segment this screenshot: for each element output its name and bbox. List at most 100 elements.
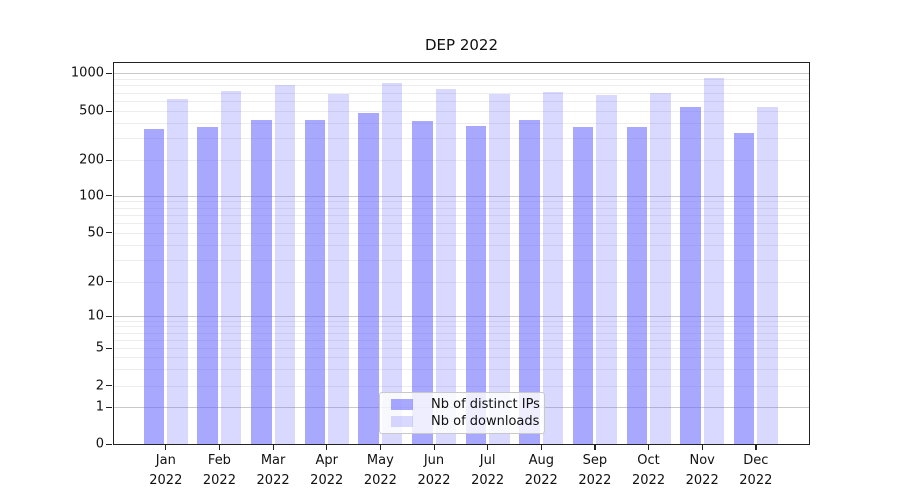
- legend-label-downloads: Nb of downloads: [431, 413, 540, 429]
- y-tick: [106, 232, 112, 234]
- gridline-minor: [114, 79, 809, 81]
- y-tick: [106, 72, 112, 74]
- gridline-major: [114, 316, 809, 317]
- x-tick: [165, 445, 167, 450]
- legend-swatch-downloads: [391, 415, 413, 427]
- bar-downloads: [220, 91, 242, 444]
- x-tick: [594, 445, 596, 450]
- bar-distinct-ips: [358, 112, 379, 444]
- y-tick-label: 0: [95, 436, 104, 452]
- gridline-minor: [114, 85, 809, 87]
- gridline-minor: [114, 122, 809, 124]
- x-tick-label: Jul 2022: [471, 453, 505, 488]
- bar-distinct-ips: [465, 126, 487, 444]
- y-tick: [106, 347, 112, 349]
- bar-downloads: [757, 107, 778, 444]
- plot-area: [113, 62, 810, 445]
- gridline-minor: [114, 222, 809, 224]
- y-tick-label: 1000: [70, 65, 104, 81]
- x-tick-label: May 2022: [363, 453, 397, 488]
- y-tick-label: 50: [87, 225, 104, 241]
- x-tick: [326, 445, 328, 450]
- y-tick: [106, 159, 112, 161]
- x-tick-label: Mar 2022: [256, 453, 290, 488]
- x-tick-label: Dec 2022: [739, 453, 773, 488]
- legend-item-distinct-ips: Nb of distinct IPs: [386, 397, 540, 413]
- gridline-minor: [114, 92, 809, 94]
- legend-item-downloads: Nb of downloads: [386, 413, 540, 429]
- y-tick-label: 20: [87, 274, 104, 290]
- x-tick-label: Aug 2022: [524, 453, 558, 488]
- x-tick: [755, 445, 757, 450]
- x-tick: [272, 445, 274, 450]
- y-tick: [106, 195, 112, 197]
- bar-distinct-ips: [412, 121, 433, 444]
- gridline-minor: [114, 326, 809, 328]
- x-tick: [379, 445, 382, 450]
- gridline-minor: [114, 101, 809, 103]
- y-tick-label: 200: [79, 152, 104, 168]
- gridline-minor: [114, 232, 809, 234]
- gridline-minor: [114, 357, 809, 359]
- y-tick-label: 5: [95, 340, 104, 356]
- y-tick-label: 10: [87, 308, 104, 324]
- x-tick-label: Sep 2022: [578, 453, 612, 488]
- gridline-minor: [114, 111, 809, 112]
- gridline-minor: [114, 385, 809, 387]
- x-tick: [433, 445, 435, 450]
- legend-swatch-distinct-ips: [391, 399, 413, 411]
- gridline-minor: [114, 214, 809, 216]
- gridline-minor: [114, 348, 809, 350]
- bar-distinct-ips: [304, 119, 326, 444]
- gridline-minor: [114, 332, 809, 334]
- x-tick-label: Jan 2022: [149, 453, 183, 488]
- x-tick-label: Nov 2022: [685, 453, 719, 488]
- x-tick: [648, 445, 650, 450]
- bar-downloads: [596, 94, 617, 444]
- bar-distinct-ips: [733, 132, 755, 444]
- bar-distinct-ips: [626, 127, 648, 444]
- gridline-minor: [114, 339, 809, 341]
- bar-distinct-ips: [251, 120, 272, 444]
- gridline-minor: [114, 369, 809, 371]
- gridline-minor: [114, 320, 809, 322]
- bar-downloads: [435, 89, 456, 444]
- y-tick: [106, 406, 112, 408]
- bar-downloads: [703, 77, 725, 444]
- legend: Nb of distinct IPs Nb of downloads: [379, 392, 545, 434]
- y-tick: [106, 385, 112, 387]
- bar-distinct-ips: [143, 129, 165, 444]
- gridline-minor: [114, 281, 809, 283]
- bar-downloads: [650, 92, 671, 444]
- gridline-major: [114, 195, 809, 197]
- bar-distinct-ips: [197, 127, 218, 444]
- chart-title: DEP 2022: [424, 36, 498, 54]
- gridline-minor: [114, 244, 809, 246]
- legend-label-distinct-ips: Nb of distinct IPs: [431, 397, 540, 413]
- x-tick: [218, 445, 221, 450]
- y-tick: [106, 315, 112, 317]
- bar-distinct-ips: [519, 120, 540, 444]
- bar-downloads: [542, 91, 564, 444]
- x-tick-label: Jun 2022: [417, 453, 451, 488]
- y-tick-label: 500: [79, 103, 104, 119]
- gridline-minor: [114, 138, 809, 140]
- x-tick-label: Feb 2022: [202, 453, 236, 488]
- y-tick-label: 2: [95, 378, 104, 394]
- bar-downloads: [167, 99, 188, 444]
- gridline-minor: [114, 260, 809, 262]
- bar-downloads: [274, 84, 296, 444]
- bar-distinct-ips: [680, 107, 701, 444]
- y-tick: [106, 443, 112, 445]
- bar-distinct-ips: [572, 127, 594, 444]
- x-tick: [487, 445, 489, 450]
- bar-downloads: [328, 94, 349, 444]
- x-tick-label: Oct 2022: [632, 453, 666, 488]
- y-tick-label: 100: [79, 188, 104, 204]
- gridline-major: [114, 73, 809, 75]
- gridline-minor: [114, 207, 809, 209]
- gridline-minor: [114, 160, 809, 161]
- y-tick: [106, 281, 112, 283]
- y-tick: [106, 110, 112, 112]
